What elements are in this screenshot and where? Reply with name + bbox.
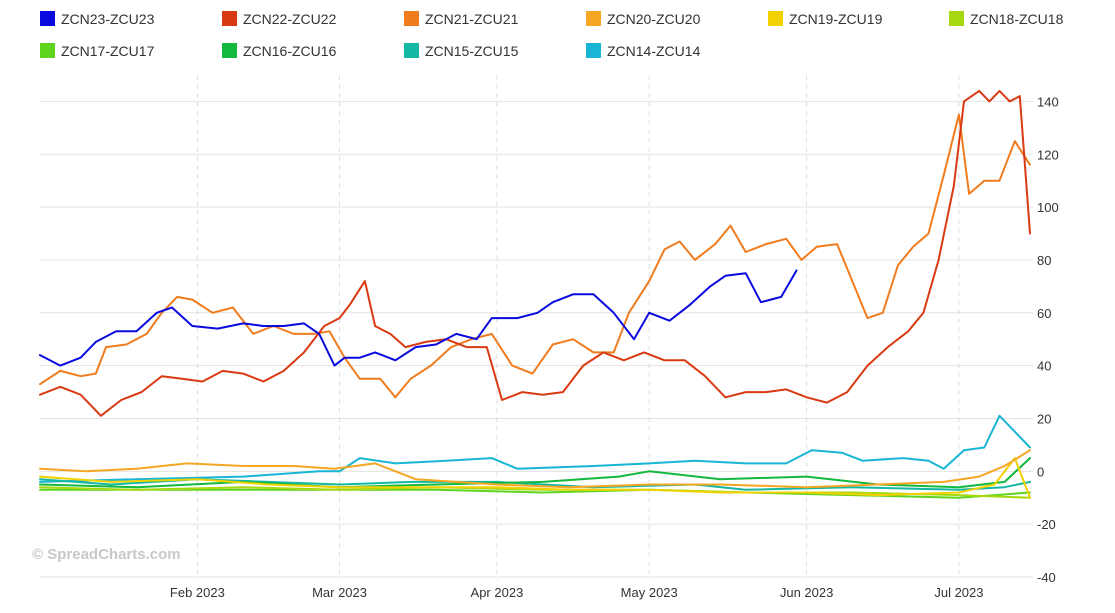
legend-swatch xyxy=(40,11,55,26)
legend: ZCN23-ZCU23 ZCN22-ZCU22 ZCN21-ZCU21 ZCN20-Z… xyxy=(40,11,1064,59)
legend-swatch xyxy=(40,43,55,58)
y-tick-label: 120 xyxy=(1037,147,1059,162)
legend-item-zcn22-zcu22[interactable]: ZCN22-ZCU22 xyxy=(222,11,337,27)
watermark: © SpreadCharts.com xyxy=(32,546,181,563)
series-line-zcn21-zcu21 xyxy=(39,113,1031,399)
y-tick-label: 80 xyxy=(1037,253,1051,268)
series-line-zcn20-zcu20 xyxy=(39,449,1031,489)
legend-item-zcn18-zcu18[interactable]: ZCN18-ZCU18 xyxy=(949,11,1064,27)
legend-swatch xyxy=(586,43,601,58)
legend-label: ZCN22-ZCU22 xyxy=(243,11,337,27)
legend-label: ZCN21-ZCU21 xyxy=(425,11,519,27)
legend-swatch xyxy=(222,43,237,58)
series-line-zcn14-zcu14 xyxy=(39,414,1031,483)
legend-swatch xyxy=(949,11,964,26)
y-tick-label: 0 xyxy=(1037,464,1044,479)
legend-swatch xyxy=(222,11,237,26)
legend-item-zcn16-zcu16[interactable]: ZCN16-ZCU16 xyxy=(222,43,337,59)
legend-label: ZCN15-ZCU15 xyxy=(425,43,519,59)
y-tick-label: 60 xyxy=(1037,306,1051,321)
gridlines xyxy=(40,75,1033,580)
legend-item-zcn23-zcu23[interactable]: ZCN23-ZCU23 xyxy=(40,11,155,27)
y-tick-label: 100 xyxy=(1037,200,1059,215)
legend-swatch xyxy=(768,11,783,26)
legend-item-zcn19-zcu19[interactable]: ZCN19-ZCU19 xyxy=(768,11,883,27)
legend-swatch xyxy=(404,11,419,26)
x-tick-label: Mar 2023 xyxy=(312,585,367,600)
y-tick-label: -40 xyxy=(1037,570,1056,585)
legend-item-zcn21-zcu21[interactable]: ZCN21-ZCU21 xyxy=(404,11,519,27)
legend-label: ZCN14-ZCU14 xyxy=(607,43,701,59)
x-tick-label: Feb 2023 xyxy=(170,585,225,600)
series-line-zcn16-zcu16 xyxy=(39,457,1031,489)
legend-item-zcn15-zcu15[interactable]: ZCN15-ZCU15 xyxy=(404,43,519,59)
x-tick-label: Jun 2023 xyxy=(780,585,834,600)
y-tick-label: 40 xyxy=(1037,359,1051,374)
legend-item-zcn17-zcu17[interactable]: ZCN17-ZCU17 xyxy=(40,43,155,59)
legend-label: ZCN19-ZCU19 xyxy=(789,11,883,27)
legend-label: ZCN20-ZCU20 xyxy=(607,11,701,27)
series-lines xyxy=(39,89,1031,499)
x-tick-label: Jul 2023 xyxy=(934,585,983,600)
legend-label: ZCN17-ZCU17 xyxy=(61,43,155,59)
y-tick-label: 140 xyxy=(1037,94,1059,109)
y-axis: -40 -20 0 20 40 60 80 100 120 140 xyxy=(1037,94,1059,585)
series-line-zcn23-zcu23 xyxy=(39,269,798,367)
legend-label: ZCN18-ZCU18 xyxy=(970,11,1064,27)
x-axis: Feb 2023 Mar 2023 Apr 2023 May 2023 Jun 2023… xyxy=(40,576,1033,600)
series-line-zcn22-zcu22 xyxy=(39,89,1031,417)
legend-label: ZCN16-ZCU16 xyxy=(243,43,337,59)
series-line-zcn19-zcu19 xyxy=(39,457,1031,499)
legend-item-zcn20-zcu20[interactable]: ZCN20-ZCU20 xyxy=(586,11,701,27)
legend-swatch xyxy=(404,43,419,58)
x-tick-label: Apr 2023 xyxy=(471,585,524,600)
legend-label: ZCN23-ZCU23 xyxy=(61,11,155,27)
y-tick-label: -20 xyxy=(1037,517,1056,532)
legend-item-zcn14-zcu14[interactable]: ZCN14-ZCU14 xyxy=(586,43,701,59)
x-tick-label: May 2023 xyxy=(621,585,678,600)
y-tick-label: 20 xyxy=(1037,411,1051,426)
legend-swatch xyxy=(586,11,601,26)
series-line-zcn17-zcu17 xyxy=(39,488,1031,499)
